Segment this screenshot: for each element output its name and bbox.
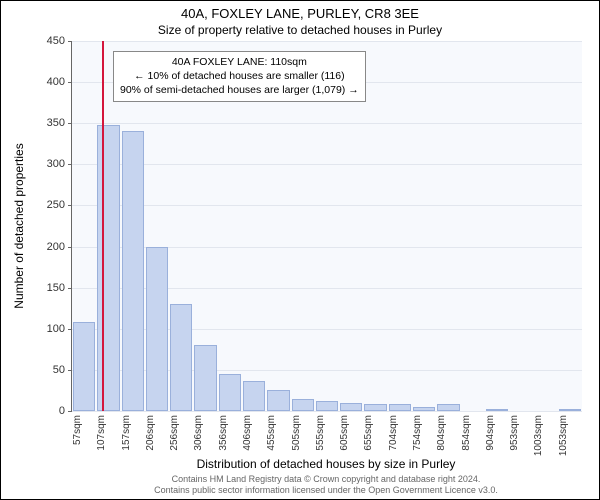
histogram-bar — [146, 247, 168, 411]
gridline — [72, 41, 582, 42]
ytick-mark — [68, 123, 72, 124]
ytick-label: 100 — [25, 323, 65, 335]
gridline — [72, 123, 582, 124]
histogram-bar — [364, 404, 386, 411]
histogram-bar — [486, 409, 508, 411]
gridline — [72, 164, 582, 165]
ytick-mark — [68, 370, 72, 371]
histogram-bar — [389, 404, 411, 411]
annotation-box: 40A FOXLEY LANE: 110sqm ← 10% of detache… — [113, 51, 366, 102]
ytick-mark — [68, 247, 72, 248]
credits: Contains HM Land Registry data © Crown c… — [71, 474, 581, 496]
histogram-bar — [437, 404, 459, 411]
ytick-mark — [68, 329, 72, 330]
histogram-bar — [219, 374, 241, 411]
histogram-bar — [413, 407, 435, 411]
ytick-label: 200 — [25, 241, 65, 253]
histogram-bar — [194, 345, 216, 411]
ytick-label: 150 — [25, 282, 65, 294]
histogram-bar — [292, 399, 314, 411]
annotation-line-2: ← 10% of detached houses are smaller (11… — [120, 69, 359, 83]
ytick-label: 300 — [25, 158, 65, 170]
histogram-bar — [559, 409, 581, 411]
ytick-mark — [68, 164, 72, 165]
ytick-mark — [68, 288, 72, 289]
ytick-label: 400 — [25, 76, 65, 88]
histogram-bar — [243, 381, 265, 411]
chart-title: 40A, FOXLEY LANE, PURLEY, CR8 3EE — [1, 6, 599, 21]
marker-line — [102, 41, 104, 411]
annotation-line-1: 40A FOXLEY LANE: 110sqm — [120, 55, 359, 69]
ytick-mark — [68, 411, 72, 412]
histogram-bar — [170, 304, 192, 411]
ytick-label: 50 — [25, 364, 65, 376]
ytick-label: 250 — [25, 199, 65, 211]
chart-subtitle: Size of property relative to detached ho… — [1, 23, 599, 37]
gridline — [72, 411, 582, 412]
histogram-bar — [316, 401, 338, 411]
y-axis-label: Number of detached properties — [12, 41, 26, 411]
annotation-line-3: 90% of semi-detached houses are larger (… — [120, 83, 359, 97]
x-axis-label: Distribution of detached houses by size … — [71, 457, 581, 471]
histogram-bar — [122, 131, 144, 411]
ytick-label: 450 — [25, 35, 65, 47]
gridline — [72, 205, 582, 206]
ytick-mark — [68, 82, 72, 83]
ytick-label: 0 — [25, 405, 65, 417]
ytick-mark — [68, 205, 72, 206]
credits-line-1: Contains HM Land Registry data © Crown c… — [71, 474, 581, 485]
histogram-bar — [340, 403, 362, 411]
ytick-label: 350 — [25, 117, 65, 129]
credits-line-2: Contains public sector information licen… — [71, 485, 581, 496]
ytick-mark — [68, 41, 72, 42]
histogram-bar — [73, 322, 95, 411]
histogram-bar — [267, 390, 289, 411]
chart-container: 40A, FOXLEY LANE, PURLEY, CR8 3EE Size o… — [0, 0, 600, 500]
